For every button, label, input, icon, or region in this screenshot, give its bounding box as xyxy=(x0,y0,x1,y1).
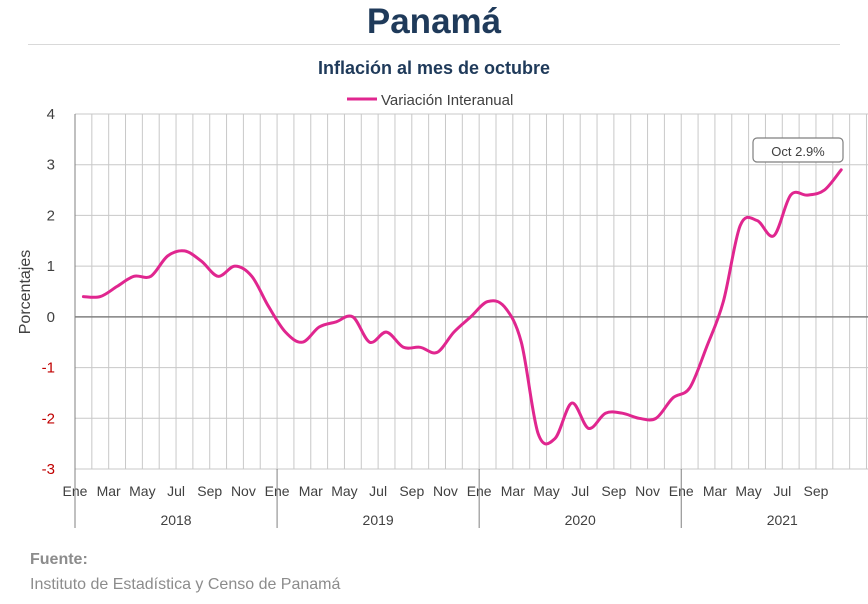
y-tick-label: 2 xyxy=(47,207,55,224)
annotation-label: Oct 2.9% xyxy=(771,144,825,159)
x-year-label: 2020 xyxy=(565,512,596,528)
x-tick-label: Mar xyxy=(299,483,323,499)
x-tick-label: May xyxy=(331,483,357,499)
x-tick-label: Jul xyxy=(167,483,185,499)
line-chart: Inflación al mes de octubre Variación In… xyxy=(17,58,868,528)
grid xyxy=(74,113,868,470)
x-tick-label: Sep xyxy=(803,483,828,499)
y-tick-label: 3 xyxy=(47,157,55,174)
series-line-variacion-interanual xyxy=(81,168,843,446)
x-tick-label: Mar xyxy=(501,483,525,499)
x-year-label: 2021 xyxy=(767,512,798,528)
legend: Variación Interanual xyxy=(347,92,513,109)
x-tick-label: Jul xyxy=(571,483,589,499)
y-axis-label: Porcentajes xyxy=(17,250,34,335)
y-axis-ticks: 4 3 2 1 0 -1 -2 -3 xyxy=(42,106,55,478)
annotation-box xyxy=(752,137,844,163)
x-tick-label: May xyxy=(735,483,761,499)
x-year-label: 2019 xyxy=(363,512,394,528)
y-tick-label: -3 xyxy=(42,461,55,478)
y-tick-label: -1 xyxy=(42,360,55,377)
x-tick-label: Jul xyxy=(773,483,791,499)
x-tick-label: Sep xyxy=(601,483,626,499)
x-tick-label: Nov xyxy=(635,483,660,499)
x-tick-label: Mar xyxy=(703,483,727,499)
source-label: Fuente: xyxy=(30,551,88,568)
x-tick-label: Sep xyxy=(197,483,222,499)
x-tick-label: May xyxy=(129,483,155,499)
page-title: Panamá xyxy=(366,2,502,41)
x-tick-label: Nov xyxy=(433,483,458,499)
x-tick-label: Mar xyxy=(97,483,121,499)
legend-label: Variación Interanual xyxy=(381,92,513,109)
y-tick-label: -2 xyxy=(42,410,55,427)
y-tick-label: 4 xyxy=(47,106,55,123)
x-tick-label: Sep xyxy=(399,483,424,499)
annotation: Oct 2.9% xyxy=(752,137,844,163)
y-tick-label: 1 xyxy=(47,258,55,275)
x-tick-label: May xyxy=(533,483,559,499)
source-text: Instituto de Estadística y Censo de Pana… xyxy=(30,576,341,593)
x-tick-label: Jul xyxy=(369,483,387,499)
x-year-label: 2018 xyxy=(160,512,191,528)
chart-title: Inflación al mes de octubre xyxy=(318,58,550,78)
x-tick-label: Nov xyxy=(231,483,256,499)
title-divider xyxy=(28,44,840,45)
y-tick-label: 0 xyxy=(47,309,55,326)
series-layer xyxy=(81,168,843,446)
